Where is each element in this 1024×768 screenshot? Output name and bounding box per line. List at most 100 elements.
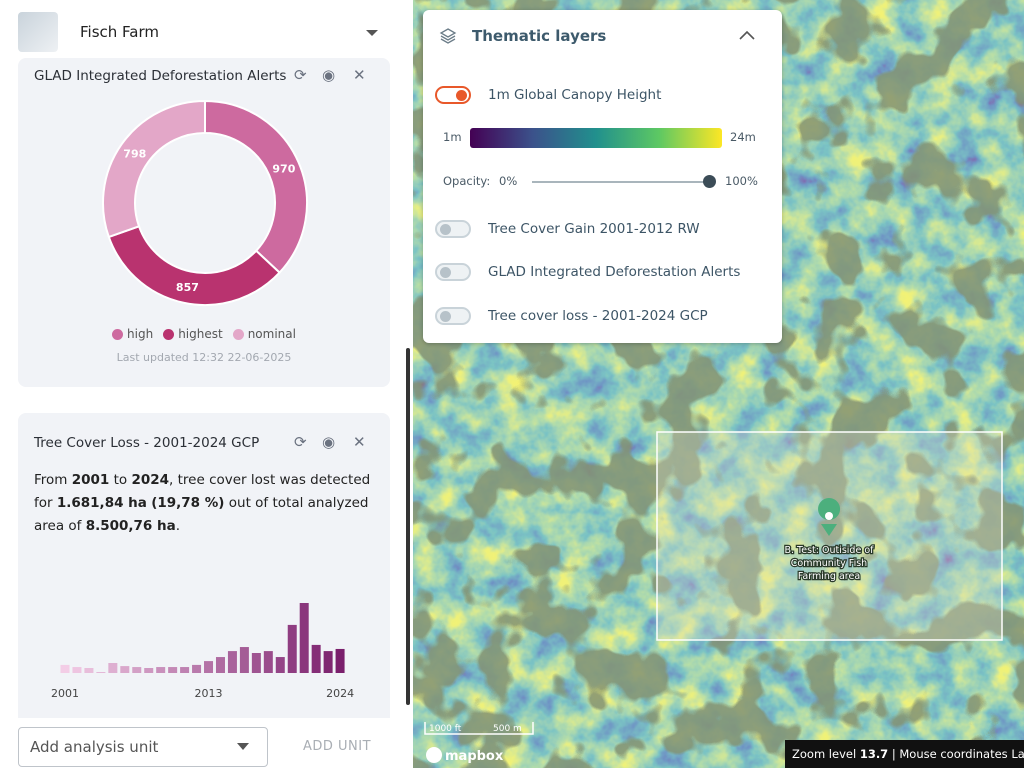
bar <box>120 666 130 673</box>
visibility-button[interactable]: ◉ <box>322 66 336 84</box>
mapbox-logo <box>426 747 442 763</box>
donut-segment <box>102 99 206 239</box>
legend-label: nominal <box>247 327 296 341</box>
marker[interactable] <box>818 498 841 536</box>
sidebar: Fisch Farm GLAD Integrated Deforestation… <box>0 0 413 768</box>
card-title: Tree Cover Loss - 2001-2024 GCP <box>34 435 260 451</box>
summary-segment: . <box>175 518 181 534</box>
layer-row: GLAD Integrated Deforestation Alerts <box>435 263 765 283</box>
refresh-button[interactable]: ⟳ <box>294 66 307 84</box>
summary-segment: 2001 <box>71 472 110 488</box>
panel-title: Thematic layers <box>472 27 607 45</box>
scrollbar[interactable] <box>406 348 410 705</box>
layer-row: 1m Global Canopy Height <box>435 86 765 106</box>
unit-select[interactable]: Add analysis unit <box>18 727 268 767</box>
bar <box>275 657 285 673</box>
project-dropdown[interactable] <box>365 28 379 38</box>
bar <box>204 661 214 673</box>
legend-item: highest <box>163 327 223 341</box>
add-unit-button[interactable]: ADD UNIT <box>303 739 372 754</box>
bar <box>84 668 94 673</box>
donut-segment <box>204 99 308 275</box>
status-text: Zoom level 13.7 | Mouse coordinates La <box>792 747 1024 761</box>
data-label: 857 <box>176 281 199 294</box>
bar <box>144 668 154 673</box>
legend-swatch <box>163 328 175 340</box>
bar <box>335 648 345 673</box>
visibility-button[interactable]: ◉ <box>322 433 336 451</box>
x-tick-label: 2024 <box>326 687 354 700</box>
close-button[interactable]: ✕ <box>353 66 366 84</box>
opacity-label: Opacity: <box>443 174 491 188</box>
project-thumbnail <box>18 12 58 52</box>
layer-row: Tree cover loss - 2001-2024 GCP <box>435 307 765 327</box>
marker-label: B. Test: Outiside of Community Fish Farmin… <box>783 544 875 584</box>
zoom-label: Zoom level <box>792 747 856 761</box>
layer-name: Tree Cover Gain 2001-2012 RW <box>488 221 700 237</box>
bar-chart: 2001 2013 2024 <box>51 603 354 700</box>
summary-text: From 2001 to 2024, tree cover lost was d… <box>34 469 384 538</box>
bar <box>108 663 118 673</box>
attribution[interactable]: mapbox <box>445 749 504 764</box>
marker-label-line: Community Fish <box>791 558 867 569</box>
coords-label: | Mouse coordinates La <box>892 747 1024 761</box>
analysis-area[interactable] <box>656 431 1003 641</box>
data-label: 798 <box>123 147 146 160</box>
bar <box>323 651 333 673</box>
select-caret <box>237 743 249 750</box>
donut-chart: 970 857 798 <box>102 99 308 306</box>
tree-loss-card: Tree Cover Loss - 2001-2024 GCP ⟳ ◉ ✕ Fr… <box>18 413 390 733</box>
bar <box>215 657 225 673</box>
bar <box>227 651 237 673</box>
toggle-knob <box>456 90 467 101</box>
refresh-button[interactable]: ⟳ <box>294 433 307 451</box>
select-placeholder: Add analysis unit <box>30 738 159 756</box>
legend-gradient <box>470 128 722 148</box>
bar <box>180 667 190 673</box>
legend-label: highest <box>178 327 223 341</box>
close-button[interactable]: ✕ <box>353 433 366 451</box>
collapse-button[interactable] <box>738 28 756 42</box>
marker-label-line: Farming area <box>798 571 860 582</box>
legend-min: 1m <box>443 130 462 144</box>
layers-panel: Thematic layers 1m Global Canopy Height T… <box>423 10 782 343</box>
legend: high highest nominal <box>18 327 390 341</box>
legend-item: high <box>112 327 153 341</box>
toggle-knob <box>440 267 451 278</box>
layer-toggle[interactable] <box>435 220 471 238</box>
bar <box>96 672 106 673</box>
layer-toggle[interactable] <box>435 86 471 104</box>
x-tick-label: 2013 <box>195 687 223 700</box>
data-label: 970 <box>272 163 295 176</box>
footer: Add analysis unit ADD UNIT <box>0 718 413 768</box>
layers-icon <box>439 28 457 44</box>
summary-segment: to <box>109 472 132 488</box>
bar <box>287 624 297 673</box>
bar <box>251 653 261 673</box>
bar <box>192 664 202 673</box>
bar <box>299 603 309 673</box>
layer-toggle[interactable] <box>435 263 471 281</box>
layer-name: Tree cover loss - 2001-2024 GCP <box>488 308 708 324</box>
legend-swatch <box>232 328 244 340</box>
summary-segment: (19,78 %) <box>151 495 225 511</box>
legend-swatch <box>112 328 124 340</box>
scale-metric: 500 m <box>493 724 522 734</box>
layer-name: GLAD Integrated Deforestation Alerts <box>488 264 741 280</box>
scale-imperial: 1000 ft <box>429 724 462 734</box>
zoom-value: 13.7 <box>860 747 888 761</box>
glad-card: GLAD Integrated Deforestation Alerts ⟳ ◉… <box>18 58 390 387</box>
opacity-knob[interactable] <box>703 175 716 188</box>
opacity-min: 0% <box>499 174 518 188</box>
scale-bar: 1000 ft 500 m <box>424 722 534 735</box>
legend-label: high <box>127 327 154 341</box>
x-tick-label: 2001 <box>51 687 79 700</box>
layer-toggle[interactable] <box>435 307 471 325</box>
marker-label-line: B. Test: Outiside of <box>785 545 875 556</box>
opacity-max: 100% <box>725 174 758 188</box>
toggle-knob <box>440 224 451 235</box>
project-title: Fisch Farm <box>80 23 159 41</box>
bar <box>311 644 321 673</box>
legend-max: 24m <box>730 130 756 144</box>
